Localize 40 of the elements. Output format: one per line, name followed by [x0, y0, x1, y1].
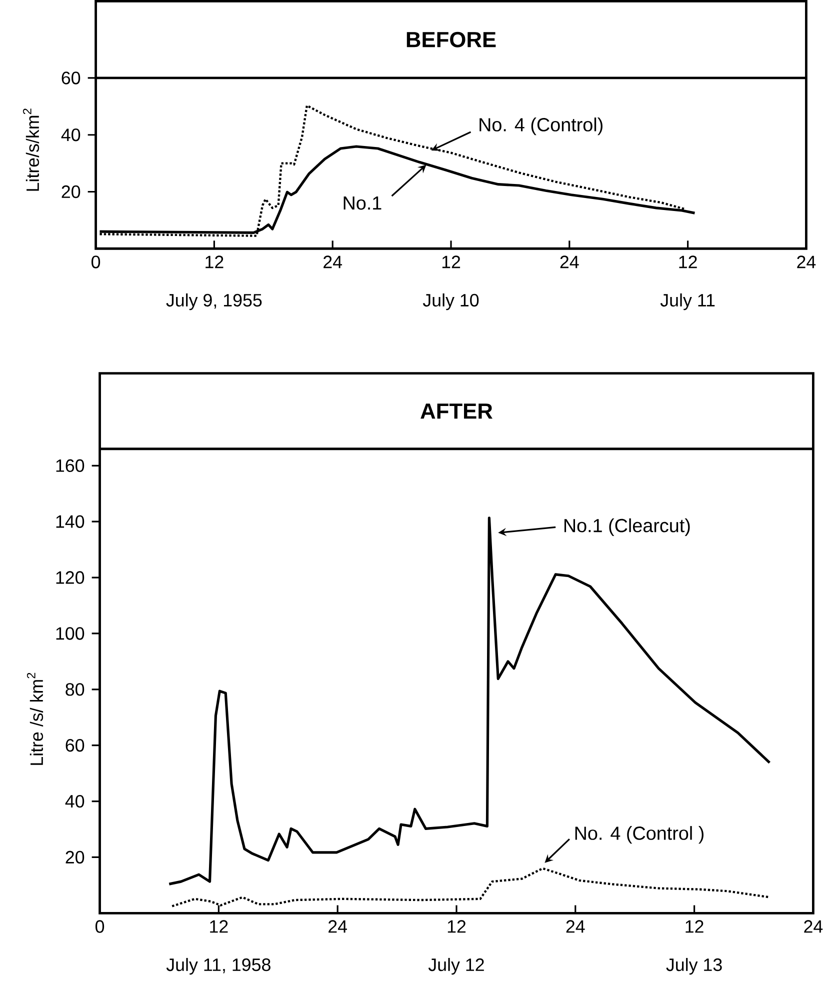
x-tick-label: 12: [206, 256, 224, 268]
text: July 12: [428, 958, 484, 975]
x-tick-label: 24: [328, 920, 348, 933]
y-tick-label: 20: [62, 185, 80, 198]
y-axis-title: Litre /s/ km$^{2}$: [27, 672, 44, 765]
series-label: No. 4 (Control ): [575, 826, 704, 844]
legend-label: No.1 (Clearcut): [564, 518, 690, 536]
y-tick-label: 40: [61, 128, 80, 142]
text: July 9, 1955: [166, 293, 262, 310]
x-tick-label: 24: [566, 920, 585, 933]
x-tick-label: 12: [686, 920, 704, 933]
text: AFTER: [420, 404, 493, 419]
y-tick-label: 20: [66, 850, 84, 864]
y-tick-label: 80: [66, 683, 84, 696]
y-tick-label: 160: [56, 459, 84, 472]
y-tick-label: 60: [62, 72, 80, 84]
text: BEFORE: [407, 32, 496, 48]
y-tick-label: 140: [56, 515, 84, 528]
y-tick-label: 120: [56, 571, 84, 584]
series-label: No. 4 (Control): [480, 118, 603, 136]
y-tick-label: 60: [66, 739, 84, 752]
x-tick-label: 24: [560, 256, 579, 268]
x-tick-label: 24: [324, 256, 342, 268]
x-tick-label: 12: [442, 256, 460, 268]
x-tick-label: 12: [448, 920, 466, 933]
x-tick-label: 12: [679, 256, 697, 268]
text: July 11, 1958: [166, 958, 271, 975]
x-tick-label: 12: [210, 920, 228, 933]
x-tick-label: 24: [797, 256, 816, 268]
x-tick-label: 24: [804, 920, 823, 933]
text: July 11: [660, 293, 715, 310]
line-series: [168, 516, 772, 886]
y-tick-label: 100: [56, 627, 84, 640]
text: July 10: [423, 293, 479, 310]
y-tick-label: 40: [65, 794, 84, 808]
x-tick-label: 0: [92, 256, 100, 268]
text: No.1: [344, 196, 382, 210]
x-tick-label: 0: [96, 920, 104, 933]
y-axis-title: Litre/s/km$^{2}$: [23, 108, 40, 191]
text: July 13: [666, 958, 722, 975]
